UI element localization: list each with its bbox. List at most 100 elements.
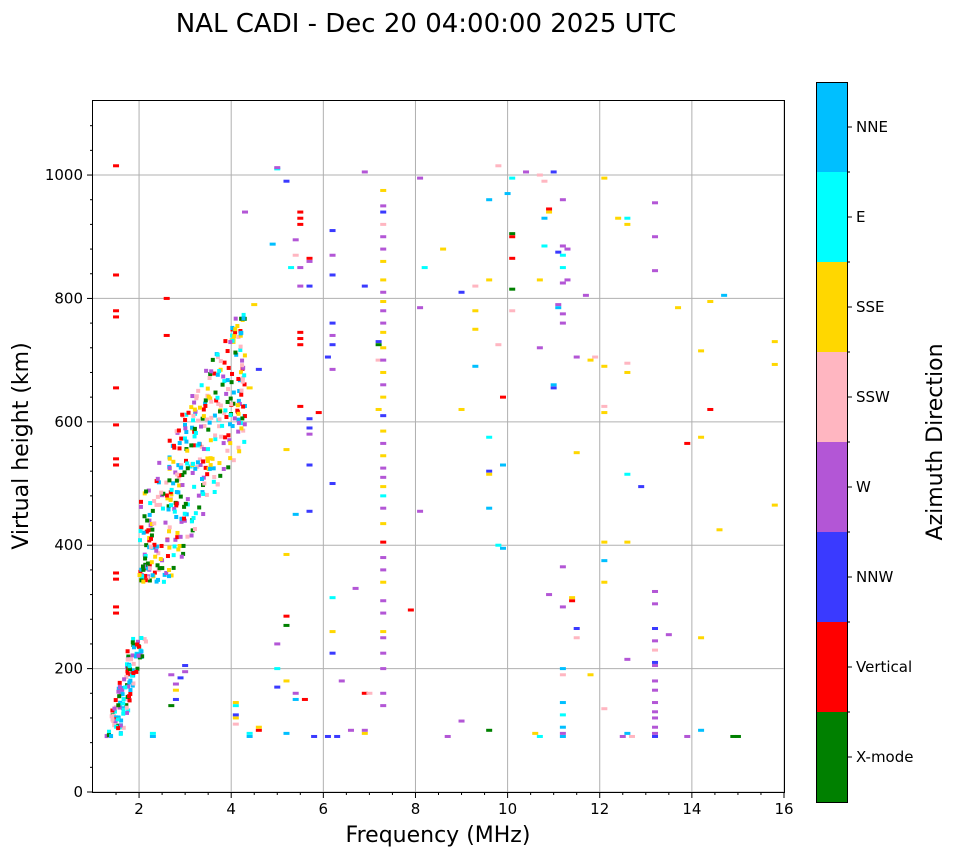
echo-point: [149, 560, 154, 565]
echo-point: [121, 701, 126, 706]
echo-point: [222, 411, 227, 416]
echo-point: [231, 390, 236, 395]
echo-point: [174, 490, 179, 495]
echo-point: [509, 235, 516, 239]
echo-point: [126, 708, 131, 713]
echo-point: [380, 300, 387, 304]
echo-point: [209, 369, 214, 374]
echo-point: [225, 349, 230, 354]
echo-point: [127, 698, 132, 703]
echo-point: [202, 424, 207, 429]
echo-point: [110, 708, 115, 713]
echo-point: [134, 654, 139, 659]
y-tick-label: 1000: [45, 166, 83, 184]
echo-point: [169, 573, 174, 578]
echo-point: [225, 378, 230, 383]
echo-point: [185, 448, 190, 453]
echo-point: [440, 247, 447, 251]
echo-point: [165, 538, 170, 543]
echo-point: [184, 439, 189, 444]
echo-point: [236, 398, 241, 403]
echo-point: [536, 734, 543, 738]
echo-point: [197, 441, 202, 446]
echo-point: [240, 363, 245, 368]
echo-point: [550, 386, 557, 390]
echo-point: [486, 472, 493, 476]
echo-point: [236, 429, 241, 434]
echo-point: [118, 731, 123, 736]
echo-point: [154, 548, 159, 553]
echo-point: [366, 691, 373, 695]
echo-point: [380, 691, 387, 695]
y-axis-label: Virtual height (km): [9, 342, 34, 549]
echo-point: [222, 379, 227, 384]
echo-point: [104, 734, 109, 739]
echo-point: [573, 627, 580, 631]
echo-point: [147, 518, 152, 523]
echo-point: [569, 599, 576, 603]
echo-point: [198, 462, 203, 467]
echo-point: [182, 516, 187, 521]
echo-point: [229, 380, 234, 385]
echo-point: [698, 728, 705, 732]
echo-point: [624, 657, 631, 661]
echo-point: [152, 499, 157, 504]
echo-point: [175, 530, 180, 535]
echo-point: [142, 514, 147, 519]
echo-point: [215, 372, 220, 377]
echo-point: [191, 516, 196, 521]
x-tick-label: 2: [134, 800, 144, 818]
echo-point: [569, 596, 576, 600]
echo-point: [241, 404, 246, 409]
echo-point: [148, 501, 153, 506]
echo-point: [559, 725, 566, 729]
echo-point: [125, 672, 130, 677]
echo-point: [186, 410, 191, 415]
echo-point: [182, 422, 187, 427]
echo-point: [217, 369, 222, 374]
echo-point: [347, 728, 354, 732]
x-tick-label: 8: [411, 800, 421, 818]
echo-point: [213, 433, 218, 438]
echo-point: [124, 703, 129, 708]
echo-point: [209, 399, 214, 404]
echo-point: [241, 428, 246, 433]
echo-point: [536, 346, 543, 350]
echo-point: [601, 707, 608, 711]
echo-point: [559, 266, 566, 270]
y-tick-label: 600: [54, 413, 83, 431]
echo-point: [228, 413, 233, 418]
echo-point: [205, 386, 210, 391]
echo-point: [130, 640, 135, 645]
echo-point: [559, 312, 566, 316]
echo-point: [131, 636, 136, 641]
echo-point: [139, 525, 144, 530]
echo-point: [145, 566, 150, 571]
echo-point: [675, 306, 682, 310]
echo-point: [196, 493, 201, 498]
echo-point: [171, 443, 176, 448]
echo-point: [251, 303, 258, 307]
echo-point: [129, 657, 134, 662]
echo-point: [486, 435, 493, 439]
echo-point: [255, 728, 262, 732]
echo-point: [380, 259, 387, 263]
echo-point: [196, 388, 201, 393]
echo-point: [205, 456, 210, 461]
echo-point: [417, 306, 424, 310]
echo-point: [242, 414, 247, 419]
echo-point: [226, 465, 231, 470]
echo-point: [509, 232, 516, 236]
echo-point: [707, 407, 714, 411]
colorbar-tick-label: NNW: [856, 568, 893, 586]
echo-point: [237, 449, 242, 454]
echo-point: [213, 390, 218, 395]
colorbar-segment: [816, 262, 847, 352]
echo-point: [652, 734, 659, 738]
echo-point: [601, 559, 608, 563]
echo-point: [541, 244, 548, 248]
echo-point: [208, 438, 213, 443]
echo-point: [380, 667, 387, 671]
echo-point: [601, 580, 608, 584]
echo-point: [227, 438, 232, 443]
